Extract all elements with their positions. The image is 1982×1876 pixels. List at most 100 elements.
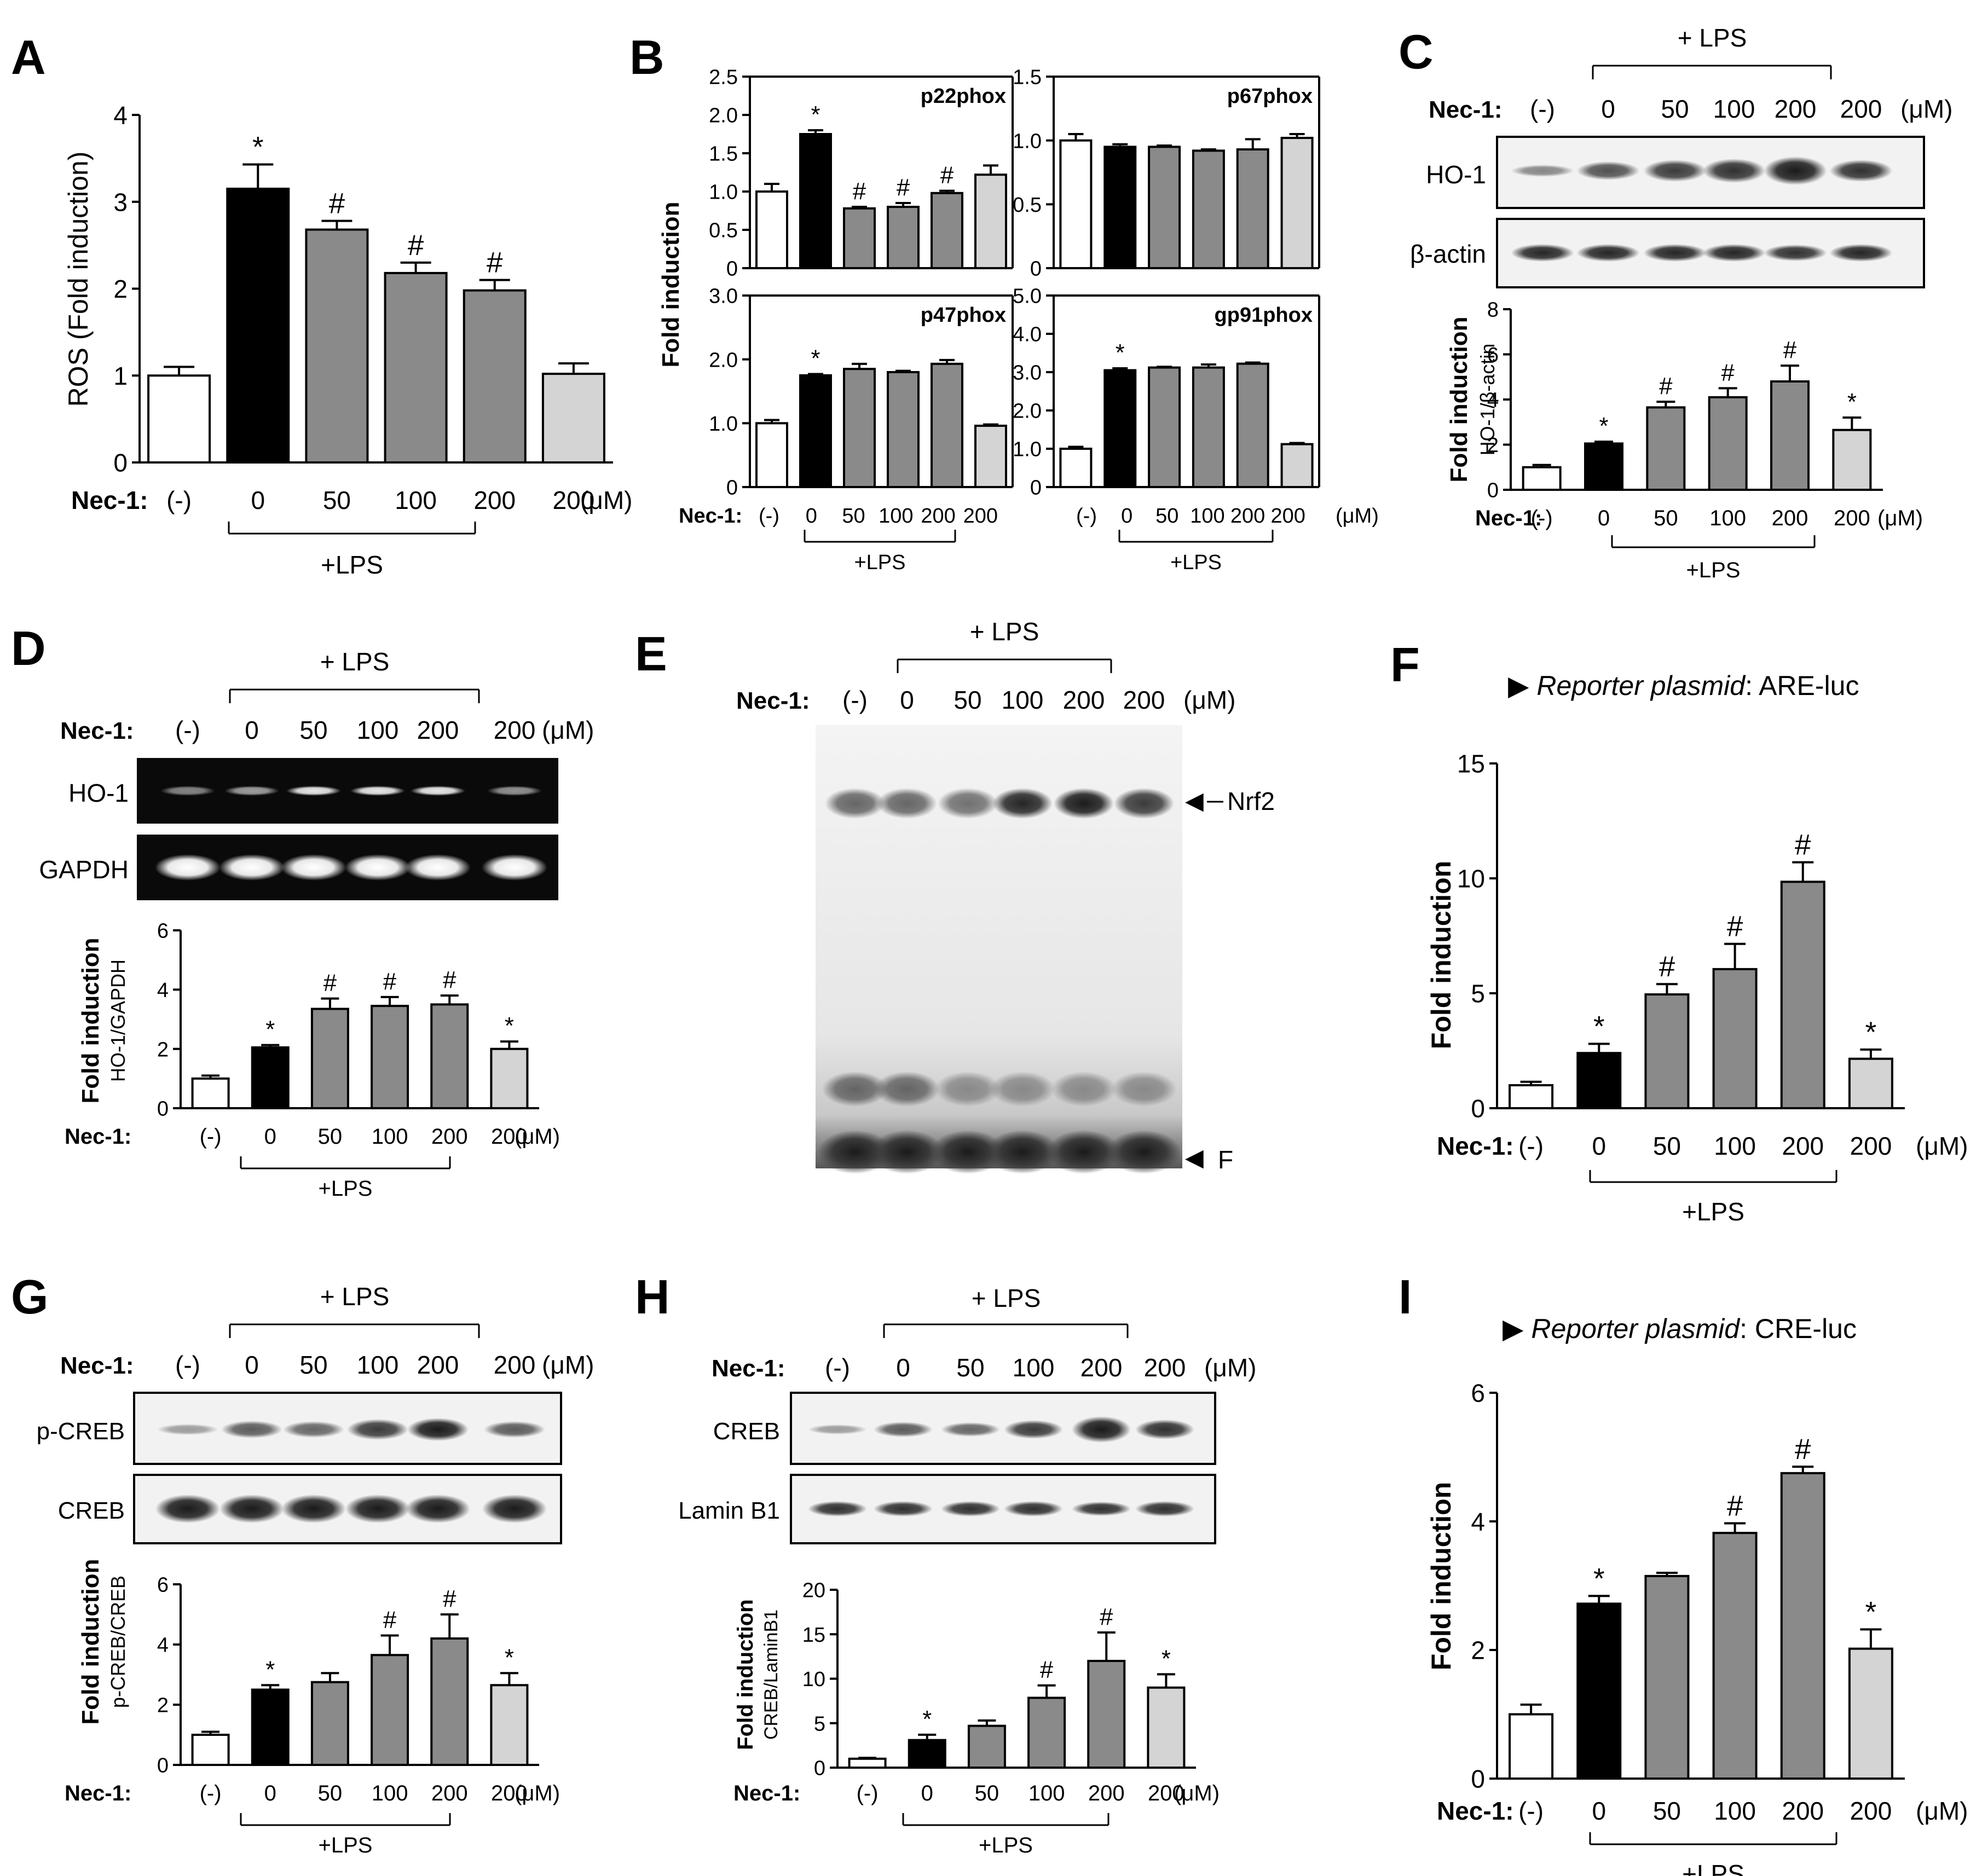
x-tick-label: 100 xyxy=(1714,1797,1756,1825)
nec1-label: Nec-1: xyxy=(1475,506,1542,530)
bar xyxy=(1103,369,1137,488)
x-tick-label: 100 xyxy=(1714,1132,1756,1160)
lane-label: 50 xyxy=(956,1353,984,1382)
chart-b-p67phox: p67phox 0 0.5 1.0 1.5 xyxy=(1013,66,1320,281)
gel-band xyxy=(219,854,285,881)
y-tick-label: 6 xyxy=(1487,344,1499,367)
y-tick-label: 0.5 xyxy=(1013,194,1042,217)
bar xyxy=(1192,149,1225,270)
blot-band xyxy=(1576,244,1640,262)
blot-band xyxy=(345,1495,410,1523)
bar xyxy=(1236,148,1269,269)
panel-letter-h: H xyxy=(635,1270,670,1324)
plus-lps-label: +LPS xyxy=(321,551,383,579)
x-tick-label: 0 xyxy=(1592,1132,1606,1160)
blot-band xyxy=(347,1419,408,1440)
nec1-label-e: Nec-1: xyxy=(736,687,810,714)
gel-d: Nec-1: (-) 0 50 100 200 200 (μM) + LPS HO-1 GA… xyxy=(39,647,594,900)
x-tick-label: (-) xyxy=(1518,1132,1544,1160)
emsa-band-free xyxy=(1047,1130,1121,1174)
y-tick-label: 8 xyxy=(1487,299,1499,322)
blot-band xyxy=(1829,244,1893,262)
y-tick-label: 4 xyxy=(1487,389,1499,412)
lane-label: 200 xyxy=(1080,1353,1123,1382)
bar xyxy=(1644,1574,1690,1780)
lane-label: 50 xyxy=(299,1351,327,1379)
x-tick-label: 100 xyxy=(879,505,913,528)
lane-label: (-) xyxy=(1530,95,1555,123)
emsa-band-mid xyxy=(874,1072,940,1107)
lane-label: 200 xyxy=(1144,1353,1186,1382)
x-tick-label: 200 xyxy=(963,505,998,528)
x-tick-label: 100 xyxy=(1709,506,1746,530)
plus-lps-label: +LPS xyxy=(319,1177,373,1201)
blot-band xyxy=(219,1495,284,1523)
significance-mark: # xyxy=(1795,1433,1811,1466)
bar xyxy=(1584,442,1623,491)
blot-label-h-lamin: Lamin B1 xyxy=(678,1497,780,1524)
x-tick-label: 50 xyxy=(975,1781,999,1805)
gel-band xyxy=(281,854,346,881)
bar xyxy=(490,1047,529,1109)
chart-b-p47phox: p47phox 0 1.0 2.0 3.0 * xyxy=(709,285,1014,500)
bar xyxy=(226,187,290,464)
y-tick-label: 20 xyxy=(802,1579,825,1602)
x-tick-label: 100 xyxy=(395,486,437,514)
blot-label-c-ho1: HO-1 xyxy=(1426,160,1486,189)
significance-mark: * xyxy=(811,101,820,128)
blot-label-h-creb: CREB xyxy=(713,1418,780,1445)
y-tick-label: 0.5 xyxy=(709,219,738,242)
emsa-band-mid xyxy=(1111,1072,1177,1107)
x-tick-label: 200 xyxy=(1850,1132,1892,1160)
bar xyxy=(1147,1686,1186,1769)
lane-label: 100 xyxy=(357,716,399,744)
significance-mark: # xyxy=(1721,359,1735,386)
lane-label: 0 xyxy=(900,686,914,714)
blot-band xyxy=(1764,157,1827,185)
gel-band xyxy=(155,854,221,881)
lane-label: 0 xyxy=(896,1353,910,1382)
chart-title: gp91phox xyxy=(1215,304,1313,327)
y-tick-label: 2 xyxy=(157,1038,169,1061)
x-tick-label: 200 xyxy=(1782,1797,1824,1825)
bar xyxy=(310,1681,349,1766)
lane-label: 50 xyxy=(299,716,327,744)
chart-d: 0 2 4 6 * # # # * xyxy=(157,920,539,1121)
significance-mark: # xyxy=(940,162,954,189)
x-tick-label: 200 xyxy=(491,1125,528,1149)
panel-letter-f: F xyxy=(1390,638,1420,692)
blot-band xyxy=(1072,1416,1131,1443)
x-tick-label: 100 xyxy=(372,1781,408,1805)
bar xyxy=(931,192,963,269)
significance-mark: # xyxy=(1783,337,1797,363)
y-tick-label: 2 xyxy=(113,275,128,303)
bar xyxy=(887,371,920,488)
significance-mark: * xyxy=(1865,1016,1877,1049)
chart-f: 0 5 10 15 * # # # * xyxy=(1457,750,1905,1123)
lane-label: 0 xyxy=(245,716,259,744)
x-tick-label: 50 xyxy=(1653,1132,1681,1160)
bar xyxy=(490,1684,529,1766)
lane-label: 200 xyxy=(1063,686,1105,714)
lane-label: 200 xyxy=(417,716,459,744)
x-tick-label: 0 xyxy=(1592,1797,1606,1825)
lane-label: 50 xyxy=(954,686,981,714)
bar xyxy=(908,1739,946,1769)
e-concentrations: (-) 0 50 100 200 200 (μM) xyxy=(842,686,1235,714)
gel-band xyxy=(487,786,542,796)
unit-label: (μM) xyxy=(1916,1132,1968,1160)
y-tick-label: 2 xyxy=(1471,1636,1485,1665)
significance-mark: * xyxy=(252,131,264,163)
bar xyxy=(191,1734,230,1766)
emsa-band-nrf2 xyxy=(1114,788,1174,819)
blot-band xyxy=(484,1421,545,1438)
y-tick-label: 2.0 xyxy=(1013,400,1042,423)
emsa-band-mid xyxy=(1051,1072,1117,1107)
bar xyxy=(799,374,832,488)
bar xyxy=(147,374,211,464)
blot-band xyxy=(1135,1501,1194,1516)
y-label-i: Fold induction xyxy=(1426,1482,1457,1670)
x-tick-label: 50 xyxy=(1654,506,1678,530)
emsa-label-nrf2: Nrf2 xyxy=(1227,787,1275,815)
gel-band xyxy=(482,854,547,881)
